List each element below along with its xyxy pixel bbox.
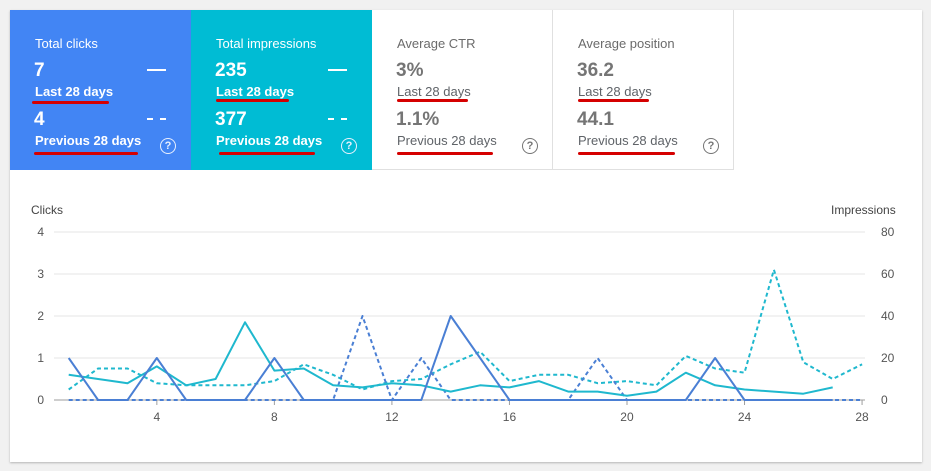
legend-dashed-line-icon bbox=[328, 118, 347, 120]
previous-period-label: Previous 28 days bbox=[397, 133, 497, 148]
tile-average-position[interactable]: Average position 36.2 Last 28 days 44.1 … bbox=[553, 10, 734, 170]
series-lines bbox=[67, 268, 863, 401]
y-right-tick-label: 0 bbox=[881, 393, 888, 407]
red-underline-annotation bbox=[578, 152, 675, 155]
red-underline-annotation bbox=[32, 101, 109, 104]
metric-tiles: Total clicks 7 Last 28 days 4 Previous 2… bbox=[10, 10, 735, 170]
y-left-tick-label: 1 bbox=[37, 351, 44, 365]
x-tick-label: 12 bbox=[385, 410, 399, 424]
current-value: 36.2 bbox=[577, 60, 614, 81]
current-period-label: Last 28 days bbox=[35, 84, 114, 99]
current-period-label: Last 28 days bbox=[578, 84, 652, 99]
previous-period-label: Previous 28 days bbox=[216, 133, 323, 148]
previous-period-label: Previous 28 days bbox=[578, 133, 678, 148]
previous-value: 44.1 bbox=[577, 109, 614, 130]
legend-solid-line-icon bbox=[328, 69, 347, 71]
current-period-label: Last 28 days bbox=[397, 84, 471, 99]
y-right-tick-label: 80 bbox=[881, 225, 895, 239]
help-icon[interactable]: ? bbox=[703, 138, 719, 154]
help-icon[interactable]: ? bbox=[341, 138, 357, 154]
x-tick-label: 20 bbox=[620, 410, 634, 424]
y-left-tick-label: 4 bbox=[37, 225, 44, 239]
y-left-tick-label: 0 bbox=[37, 393, 44, 407]
red-underline-annotation bbox=[34, 152, 138, 155]
y-right-tick-label: 20 bbox=[881, 351, 895, 365]
legend-dashed-line-icon bbox=[147, 118, 166, 120]
x-tick-label: 8 bbox=[271, 410, 278, 424]
tile-total-clicks[interactable]: Total clicks 7 Last 28 days 4 Previous 2… bbox=[10, 10, 191, 170]
x-tick-label: 24 bbox=[738, 410, 752, 424]
y-left-tick-label: 3 bbox=[37, 267, 44, 281]
red-underline-annotation bbox=[397, 99, 468, 102]
series-line-impressions-last-28-days bbox=[68, 321, 833, 397]
tile-title: Total impressions bbox=[216, 36, 317, 51]
red-underline-annotation bbox=[578, 99, 649, 102]
red-underline-annotation bbox=[216, 99, 289, 102]
current-value: 235 bbox=[215, 60, 247, 81]
tile-total-impressions[interactable]: Total impressions 235 Last 28 days 377 P… bbox=[191, 10, 372, 170]
current-period-label: Last 28 days bbox=[216, 84, 295, 99]
legend-solid-line-icon bbox=[147, 69, 166, 71]
red-underline-annotation bbox=[397, 152, 493, 155]
tile-title: Average CTR bbox=[397, 36, 476, 51]
tile-average-ctr[interactable]: Average CTR 3% Last 28 days 1.1% Previou… bbox=[372, 10, 553, 170]
x-tick-label: 16 bbox=[503, 410, 517, 424]
current-value: 3% bbox=[396, 60, 424, 81]
grid bbox=[54, 231, 865, 401]
series-line-clicks-last-28-days bbox=[67, 315, 833, 401]
series-line-impressions-previous-28-days bbox=[68, 268, 863, 391]
tile-title: Total clicks bbox=[35, 36, 98, 51]
previous-value: 1.1% bbox=[396, 109, 440, 130]
previous-value: 377 bbox=[215, 109, 247, 130]
tile-title: Average position bbox=[578, 36, 675, 51]
performance-card: Total clicks 7 Last 28 days 4 Previous 2… bbox=[10, 10, 922, 462]
red-underline-annotation bbox=[219, 152, 315, 155]
x-tick-label: 28 bbox=[855, 410, 869, 424]
x-tick-label: 4 bbox=[154, 410, 161, 424]
previous-period-label: Previous 28 days bbox=[35, 133, 142, 148]
help-icon[interactable]: ? bbox=[522, 138, 538, 154]
help-icon[interactable]: ? bbox=[160, 138, 176, 154]
y-right-tick-label: 40 bbox=[881, 309, 895, 323]
y-left-tick-label: 2 bbox=[37, 309, 44, 323]
y-right-tick-label: 60 bbox=[881, 267, 895, 281]
current-value: 7 bbox=[34, 60, 45, 81]
previous-value: 4 bbox=[34, 109, 45, 130]
left-axis-title: Clicks bbox=[31, 203, 63, 217]
right-axis-title: Impressions bbox=[831, 203, 896, 217]
